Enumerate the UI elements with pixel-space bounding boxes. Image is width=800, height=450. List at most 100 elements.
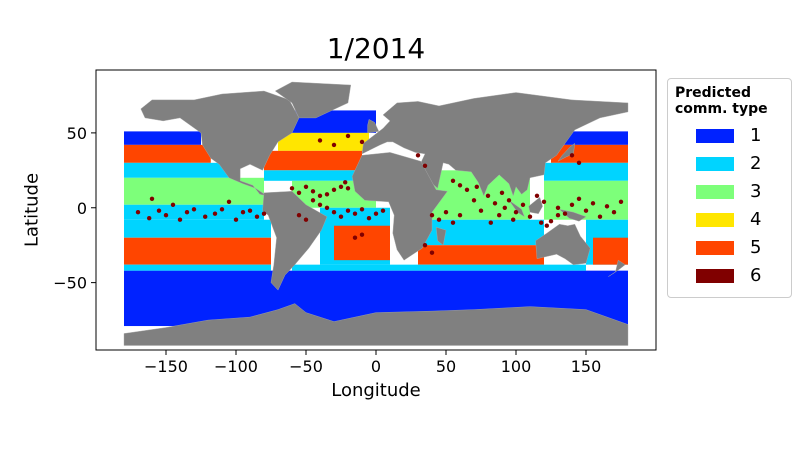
- landmass-africa: [351, 152, 448, 261]
- legend-label: 4: [750, 209, 762, 230]
- type6-dot: [429, 250, 435, 255]
- type6-dot: [520, 202, 526, 207]
- ocean-type-5-region: [264, 150, 362, 171]
- type6-dot: [317, 193, 323, 198]
- type6-dot: [541, 199, 547, 204]
- type6-dot: [539, 220, 544, 225]
- landmass-antarctica: [123, 303, 629, 346]
- type6-dot: [513, 210, 519, 215]
- type6-dot: [604, 204, 610, 209]
- type6-dot: [345, 133, 351, 139]
- type6-dot: [534, 193, 540, 198]
- type6-dot: [345, 208, 351, 213]
- type6-dot: [203, 214, 208, 219]
- y-tick-label: 50: [67, 124, 87, 143]
- type6-dot: [156, 208, 162, 213]
- type6-dot: [233, 217, 239, 222]
- type6-dot: [338, 214, 344, 219]
- type6-dot: [497, 213, 502, 218]
- type6-dot: [135, 210, 141, 215]
- type6-dot: [352, 235, 358, 240]
- type6-dot: [331, 187, 337, 192]
- type6-dot: [254, 214, 260, 219]
- ocean-type-5-region: [334, 225, 390, 261]
- type6-dot: [618, 199, 624, 204]
- type6-dot: [569, 202, 575, 207]
- type6-dot: [506, 198, 512, 203]
- landmass-south-america: [262, 191, 328, 291]
- legend-swatch: [696, 269, 734, 283]
- type6-dot: [303, 217, 309, 222]
- type6-dot: [366, 216, 372, 221]
- type6-dot: [184, 210, 190, 215]
- type6-dot: [527, 214, 533, 219]
- type6-dot: [296, 213, 302, 218]
- type6-dot: [373, 211, 379, 216]
- type6-dot: [177, 217, 183, 222]
- landmass-north-america: [140, 90, 300, 196]
- type6-dot: [544, 223, 549, 228]
- ocean-type-2-region: [264, 170, 362, 181]
- type6-dot: [443, 210, 449, 215]
- ocean-type-2-region: [292, 264, 404, 271]
- legend-title: Predicted comm. type: [675, 85, 768, 117]
- legend-title-line1: Predicted: [675, 85, 751, 101]
- type6-dot: [317, 202, 323, 207]
- legend-swatch: [696, 129, 734, 143]
- type6-dot: [331, 142, 337, 148]
- x-tick-label: 50: [436, 357, 456, 376]
- legend-item-6: 6: [696, 265, 786, 287]
- ocean-type-1-region: [124, 131, 201, 145]
- legend-swatch: [696, 185, 734, 199]
- type6-dot: [343, 180, 348, 185]
- x-tick-label: 150: [571, 357, 602, 376]
- ocean-type-5-region: [124, 237, 271, 265]
- type6-dot: [415, 153, 421, 158]
- type6-dot: [488, 220, 493, 225]
- type6-dot: [562, 211, 568, 216]
- type6-dot: [247, 208, 253, 213]
- ocean-type-4-region: [278, 132, 369, 151]
- ocean-type-2-region: [124, 162, 236, 178]
- landmass-uk: [367, 119, 380, 134]
- legend: Predicted comm. type 1 2 3 4 5 6: [667, 78, 792, 298]
- y-axis-label: Latitude: [21, 172, 43, 248]
- type6-dot: [471, 198, 477, 203]
- type6-dot: [555, 213, 561, 218]
- legend-title-line2: comm. type: [675, 101, 768, 117]
- ocean-type-5-region: [418, 245, 544, 265]
- ocean-type-5-region: [551, 144, 628, 163]
- type6-dot: [555, 205, 561, 210]
- ocean-community-layer: [124, 110, 628, 327]
- y-tick-label: 0: [77, 199, 87, 218]
- type6-dot: [261, 211, 267, 216]
- type6-dot: [590, 201, 596, 206]
- type6-dot: [240, 210, 246, 215]
- type6-points-layer: [135, 133, 624, 255]
- ocean-type-2-region: [124, 219, 271, 238]
- type6-dot: [380, 208, 386, 213]
- ocean-type-5-region: [124, 144, 211, 163]
- type6-dot: [219, 207, 225, 212]
- type6-dot: [429, 213, 435, 218]
- type6-dot: [422, 243, 428, 248]
- type6-dot: [457, 183, 463, 188]
- type6-dot: [296, 190, 302, 195]
- type6-dot: [485, 193, 491, 198]
- legend-item-4: 4: [696, 209, 786, 231]
- legend-swatch: [696, 241, 734, 255]
- legend-swatch: [696, 213, 734, 227]
- type6-dot: [474, 184, 479, 189]
- x-tick-label: −50: [289, 357, 323, 376]
- landmass-madagascar: [435, 226, 447, 246]
- type6-dot: [191, 207, 197, 212]
- landmass-new-zealand: [608, 259, 626, 277]
- type6-dot: [499, 190, 505, 195]
- type6-dot: [147, 216, 152, 221]
- type6-dot: [352, 211, 358, 216]
- map-title: 1/2014: [326, 32, 426, 65]
- type6-dot: [576, 196, 582, 201]
- type6-dot: [338, 184, 344, 189]
